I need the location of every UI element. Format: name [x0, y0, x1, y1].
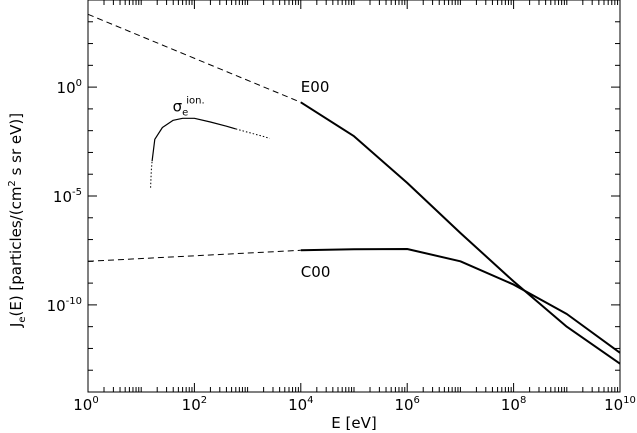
series-line-6 — [235, 128, 270, 139]
y-label-suffix: s sr eV)] — [7, 113, 25, 180]
sigma-sub: e — [182, 108, 188, 119]
x-tick-label-base: 10 — [288, 396, 307, 414]
x-tick-label-exp: 2 — [201, 395, 207, 406]
y-tick-label-exp: -5 — [72, 187, 82, 198]
x-tick-label-exp: 8 — [520, 395, 526, 406]
y-tick-label-exp: 0 — [76, 78, 82, 89]
y-label-middle: (E) [particles/(cm — [7, 187, 25, 317]
x-tick-label-base: 10 — [501, 396, 520, 414]
series-line-2 — [87, 249, 301, 262]
x-tick-label: 1010 — [604, 395, 636, 414]
x-tick-label: 108 — [501, 395, 526, 414]
x-axis-label: E [eV] — [331, 414, 376, 432]
data-series — [87, 13, 621, 365]
series-line-0 — [87, 13, 301, 103]
y-label-prefix: J — [7, 323, 25, 328]
sigma-main: σ — [173, 98, 183, 116]
x-tick-label-exp: 0 — [92, 395, 98, 406]
y-tick-label: 10-10 — [47, 296, 82, 315]
x-tick-label-base: 10 — [73, 396, 92, 414]
x-tick-label-base: 10 — [394, 396, 413, 414]
y-axis-label: Je(E) [particles/(cm2 s sr eV)] — [7, 113, 28, 328]
x-tick-label-exp: 4 — [307, 395, 313, 406]
annotations: E00 C00 σeion. — [173, 78, 331, 281]
plot-frame — [87, 0, 621, 393]
y-tick-label: 100 — [57, 78, 82, 97]
series-line-4 — [150, 161, 153, 188]
y-tick-label-base: 10 — [53, 188, 72, 206]
x-tick-label: 106 — [394, 395, 419, 414]
series-line-5 — [151, 117, 236, 162]
y-label-sub: e — [17, 317, 28, 323]
x-tick-label: 100 — [73, 395, 98, 414]
x-tick-label: 102 — [182, 395, 207, 414]
x-tick-label-base: 10 — [604, 396, 623, 414]
sigma-sup: ion. — [186, 96, 204, 107]
curve-label-c00: C00 — [301, 263, 331, 281]
x-tick-label-exp: 10 — [623, 395, 636, 406]
y-tick-label: 10-5 — [53, 187, 82, 206]
series-line-1 — [300, 101, 621, 365]
y-tick-label-base: 10 — [57, 79, 76, 97]
series-line-3 — [300, 248, 621, 354]
sigma-label: σeion. — [173, 96, 205, 119]
y-axis-label-group: Je(E) [particles/(cm2 s sr eV)] — [7, 113, 28, 328]
y-label-sup: 2 — [7, 180, 18, 186]
x-tick-label: 104 — [288, 395, 313, 414]
x-tick-label-exp: 6 — [414, 395, 420, 406]
curve-label-e00: E00 — [301, 78, 330, 96]
y-tick-label-base: 10 — [47, 297, 66, 315]
x-tick-label-base: 10 — [182, 396, 201, 414]
y-tick-label-exp: -10 — [66, 296, 82, 307]
